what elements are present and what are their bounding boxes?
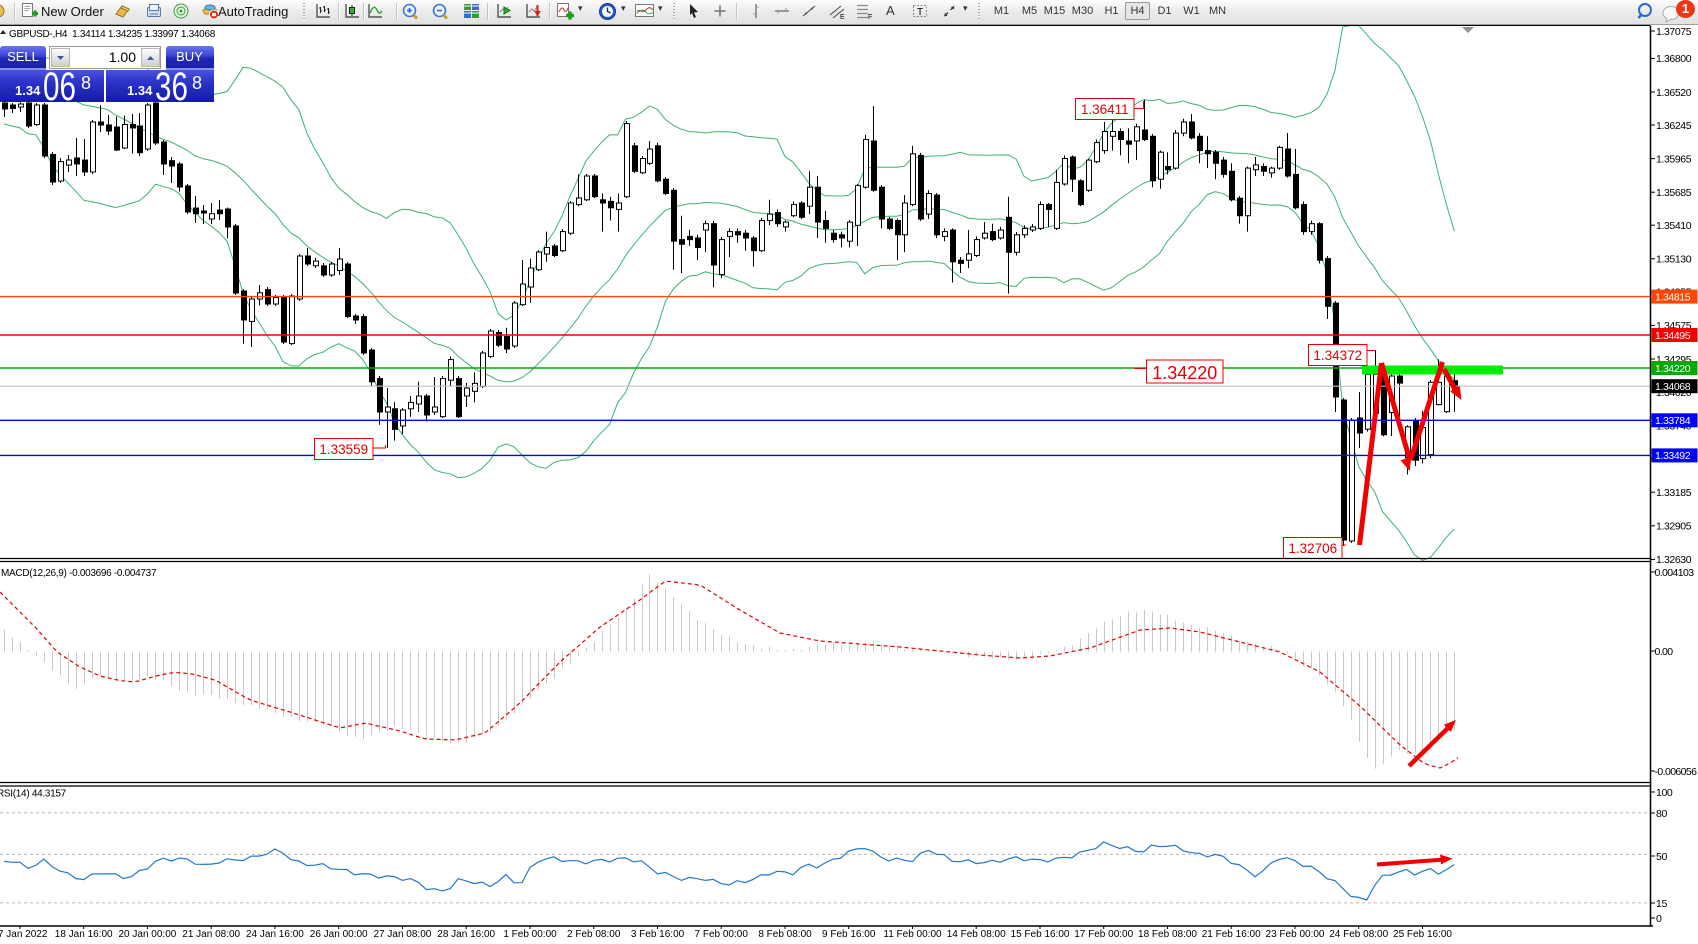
svg-text:24 Jan 16:00: 24 Jan 16:00 [246, 929, 304, 940]
svg-text:1.34372: 1.34372 [1313, 348, 1362, 363]
svg-text:15 Feb 16:00: 15 Feb 16:00 [1011, 929, 1070, 940]
svg-text:20 Jan 00:00: 20 Jan 00:00 [118, 929, 176, 940]
svg-text:1.35965: 1.35965 [1656, 153, 1692, 165]
svg-text:21 Jan 08:00: 21 Jan 08:00 [182, 929, 240, 940]
svg-text:1.37075: 1.37075 [1656, 26, 1692, 38]
svg-text:2 Feb 08:00: 2 Feb 08:00 [567, 929, 621, 940]
svg-text:80: 80 [1656, 808, 1667, 820]
svg-text:24 Feb 08:00: 24 Feb 08:00 [1329, 929, 1388, 940]
svg-text:1.36520: 1.36520 [1656, 87, 1692, 99]
svg-text:15: 15 [1656, 898, 1667, 910]
svg-text:E: E [840, 14, 845, 20]
svg-text:50: 50 [1656, 851, 1667, 863]
svg-text:27 Jan 08:00: 27 Jan 08:00 [373, 929, 431, 940]
svg-text:1.35685: 1.35685 [1656, 187, 1692, 199]
svg-text:17 Feb 00:00: 17 Feb 00:00 [1074, 929, 1133, 940]
svg-text:1.36245: 1.36245 [1656, 120, 1692, 132]
svg-text:1.33492: 1.33492 [1655, 450, 1691, 462]
svg-text:21 Feb 16:00: 21 Feb 16:00 [1202, 929, 1261, 940]
svg-text:1.32630: 1.32630 [1656, 554, 1692, 566]
svg-text:7 Feb 00:00: 7 Feb 00:00 [695, 929, 749, 940]
svg-text:0: 0 [1656, 913, 1662, 925]
svg-text:28 Jan 16:00: 28 Jan 16:00 [437, 929, 495, 940]
svg-text:1.36800: 1.36800 [1656, 53, 1692, 65]
svg-text:0.00: 0.00 [1655, 646, 1674, 658]
svg-text:1.34495: 1.34495 [1655, 330, 1691, 342]
svg-text:25 Feb 16:00: 25 Feb 16:00 [1393, 929, 1452, 940]
svg-text:1 Feb 00:00: 1 Feb 00:00 [503, 929, 557, 940]
svg-text:1.34220: 1.34220 [1152, 363, 1217, 383]
svg-text:3 Feb 16:00: 3 Feb 16:00 [631, 929, 685, 940]
svg-text:F: F [868, 14, 872, 20]
svg-text:1.33559: 1.33559 [319, 442, 368, 457]
svg-text:26 Jan 00:00: 26 Jan 00:00 [310, 929, 368, 940]
svg-text:GBPUSD-,H4 1.34114 1.34235 1.: GBPUSD-,H4 1.34114 1.34235 1.33997 1.340… [9, 29, 216, 40]
svg-text:1.35410: 1.35410 [1656, 220, 1692, 232]
svg-text:1.34068: 1.34068 [1655, 381, 1691, 393]
svg-text:1.32706: 1.32706 [1288, 541, 1337, 556]
svg-text:23 Feb 00:00: 23 Feb 00:00 [1266, 929, 1325, 940]
svg-text:1.34815: 1.34815 [1655, 291, 1691, 303]
svg-text:1.34220: 1.34220 [1655, 363, 1691, 375]
svg-text:8 Feb 08:00: 8 Feb 08:00 [758, 929, 812, 940]
svg-text:MACD(12,26,9) -0.003696 -0.004: MACD(12,26,9) -0.003696 -0.004737 [1, 568, 157, 579]
svg-text:100: 100 [1656, 787, 1673, 799]
svg-text:17 Jan 2022: 17 Jan 2022 [0, 929, 48, 940]
svg-text:1.33185: 1.33185 [1656, 487, 1692, 499]
svg-text:RSI(14) 44.3157: RSI(14) 44.3157 [0, 789, 67, 800]
svg-text:T: T [917, 7, 923, 18]
svg-text:0.004103: 0.004103 [1655, 567, 1695, 579]
svg-text:1.32905: 1.32905 [1656, 521, 1692, 533]
svg-text:18 Jan 16:00: 18 Jan 16:00 [55, 929, 113, 940]
svg-text:9 Feb 16:00: 9 Feb 16:00 [822, 929, 876, 940]
svg-text:11 Feb 00:00: 11 Feb 00:00 [883, 929, 942, 940]
svg-text:-0.006056: -0.006056 [1655, 766, 1698, 778]
svg-text:1.36411: 1.36411 [1081, 102, 1129, 117]
svg-text:14 Feb 08:00: 14 Feb 08:00 [947, 929, 1006, 940]
svg-text:18 Feb 08:00: 18 Feb 08:00 [1138, 929, 1197, 940]
svg-text:1.33784: 1.33784 [1655, 415, 1691, 427]
svg-text:1.35130: 1.35130 [1656, 254, 1692, 266]
